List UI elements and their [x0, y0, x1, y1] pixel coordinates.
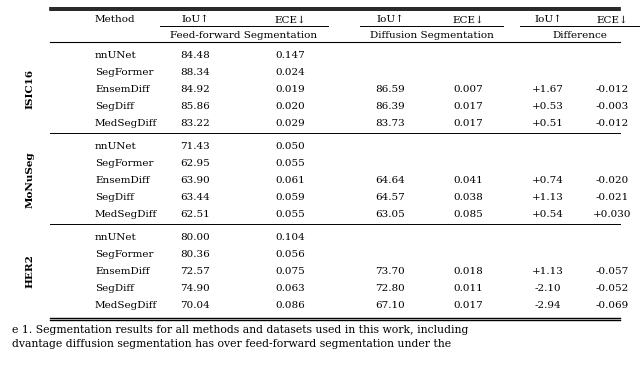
Text: SegFormer: SegFormer — [95, 159, 154, 168]
Text: 86.59: 86.59 — [375, 85, 405, 94]
Text: -0.069: -0.069 — [595, 301, 628, 310]
Text: 0.085: 0.085 — [453, 210, 483, 219]
Text: 0.075: 0.075 — [275, 267, 305, 276]
Text: +1.67: +1.67 — [532, 85, 564, 94]
Text: 70.04: 70.04 — [180, 301, 210, 310]
Text: 0.020: 0.020 — [275, 102, 305, 111]
Text: -0.012: -0.012 — [595, 85, 628, 94]
Text: Difference: Difference — [552, 30, 607, 40]
Text: Diffusion Segmentation: Diffusion Segmentation — [369, 30, 493, 40]
Text: +0.51: +0.51 — [532, 119, 564, 128]
Text: -0.021: -0.021 — [595, 193, 628, 202]
Text: 80.36: 80.36 — [180, 250, 210, 259]
Text: 0.038: 0.038 — [453, 193, 483, 202]
Text: 0.086: 0.086 — [275, 301, 305, 310]
Text: -2.10: -2.10 — [534, 284, 561, 293]
Text: 83.22: 83.22 — [180, 119, 210, 128]
Text: nnUNet: nnUNet — [95, 233, 137, 242]
Text: 0.018: 0.018 — [453, 267, 483, 276]
Text: 0.063: 0.063 — [275, 284, 305, 293]
Text: -0.057: -0.057 — [595, 267, 628, 276]
Text: 73.70: 73.70 — [375, 267, 405, 276]
Text: -0.052: -0.052 — [595, 284, 628, 293]
Text: 72.80: 72.80 — [375, 284, 405, 293]
Text: 84.92: 84.92 — [180, 85, 210, 94]
Text: Feed-forward Segmentation: Feed-forward Segmentation — [170, 30, 317, 40]
Text: 64.64: 64.64 — [375, 176, 405, 185]
Text: +1.13: +1.13 — [532, 193, 564, 202]
Text: dvantage diffusion segmentation has over feed-forward segmentation under the: dvantage diffusion segmentation has over… — [12, 339, 451, 349]
Text: EnsemDiff: EnsemDiff — [95, 85, 150, 94]
Text: +1.13: +1.13 — [532, 267, 564, 276]
Text: nnUNet: nnUNet — [95, 142, 137, 151]
Text: 0.055: 0.055 — [275, 210, 305, 219]
Text: 0.017: 0.017 — [453, 119, 483, 128]
Text: +0.74: +0.74 — [532, 176, 564, 185]
Text: 85.86: 85.86 — [180, 102, 210, 111]
Text: 0.061: 0.061 — [275, 176, 305, 185]
Text: MedSegDiff: MedSegDiff — [95, 210, 157, 219]
Text: Method: Method — [95, 15, 136, 25]
Text: 0.041: 0.041 — [453, 176, 483, 185]
Text: 67.10: 67.10 — [375, 301, 405, 310]
Text: 0.059: 0.059 — [275, 193, 305, 202]
Text: -2.94: -2.94 — [534, 301, 561, 310]
Text: MoNuSeg: MoNuSeg — [26, 152, 35, 208]
Text: 84.48: 84.48 — [180, 51, 210, 60]
Text: 88.34: 88.34 — [180, 68, 210, 77]
Text: 64.57: 64.57 — [375, 193, 405, 202]
Text: ISIC16: ISIC16 — [26, 69, 35, 109]
Text: 72.57: 72.57 — [180, 267, 210, 276]
Text: +0.54: +0.54 — [532, 210, 564, 219]
Text: -0.003: -0.003 — [595, 102, 628, 111]
Text: ECE↓: ECE↓ — [274, 15, 306, 25]
Text: 86.39: 86.39 — [375, 102, 405, 111]
Text: 0.007: 0.007 — [453, 85, 483, 94]
Text: ECE↓: ECE↓ — [452, 15, 484, 25]
Text: EnsemDiff: EnsemDiff — [95, 176, 150, 185]
Text: SegDiff: SegDiff — [95, 102, 134, 111]
Text: 80.00: 80.00 — [180, 233, 210, 242]
Text: 62.95: 62.95 — [180, 159, 210, 168]
Text: -0.020: -0.020 — [595, 176, 628, 185]
Text: 0.055: 0.055 — [275, 159, 305, 168]
Text: SegFormer: SegFormer — [95, 68, 154, 77]
Text: 0.050: 0.050 — [275, 142, 305, 151]
Text: 83.73: 83.73 — [375, 119, 405, 128]
Text: ECE↓: ECE↓ — [596, 15, 628, 25]
Text: -0.012: -0.012 — [595, 119, 628, 128]
Text: 0.019: 0.019 — [275, 85, 305, 94]
Text: 0.024: 0.024 — [275, 68, 305, 77]
Text: 0.017: 0.017 — [453, 301, 483, 310]
Text: IoU↑: IoU↑ — [181, 15, 209, 25]
Text: IoU↑: IoU↑ — [376, 15, 404, 25]
Text: 62.51: 62.51 — [180, 210, 210, 219]
Text: 63.05: 63.05 — [375, 210, 405, 219]
Text: 0.029: 0.029 — [275, 119, 305, 128]
Text: IoU↑: IoU↑ — [534, 15, 562, 25]
Text: 0.056: 0.056 — [275, 250, 305, 259]
Text: SegDiff: SegDiff — [95, 284, 134, 293]
Text: nnUNet: nnUNet — [95, 51, 137, 60]
Text: MedSegDiff: MedSegDiff — [95, 301, 157, 310]
Text: MedSegDiff: MedSegDiff — [95, 119, 157, 128]
Text: SegDiff: SegDiff — [95, 193, 134, 202]
Text: 63.44: 63.44 — [180, 193, 210, 202]
Text: e 1. Segmentation results for all methods and datasets used in this work, includ: e 1. Segmentation results for all method… — [12, 325, 468, 335]
Text: 0.147: 0.147 — [275, 51, 305, 60]
Text: 0.011: 0.011 — [453, 284, 483, 293]
Text: EnsemDiff: EnsemDiff — [95, 267, 150, 276]
Text: +0.53: +0.53 — [532, 102, 564, 111]
Text: HER2: HER2 — [26, 254, 35, 288]
Text: SegFormer: SegFormer — [95, 250, 154, 259]
Text: +0.030: +0.030 — [593, 210, 631, 219]
Text: 71.43: 71.43 — [180, 142, 210, 151]
Text: 0.104: 0.104 — [275, 233, 305, 242]
Text: 74.90: 74.90 — [180, 284, 210, 293]
Text: 0.017: 0.017 — [453, 102, 483, 111]
Text: 63.90: 63.90 — [180, 176, 210, 185]
